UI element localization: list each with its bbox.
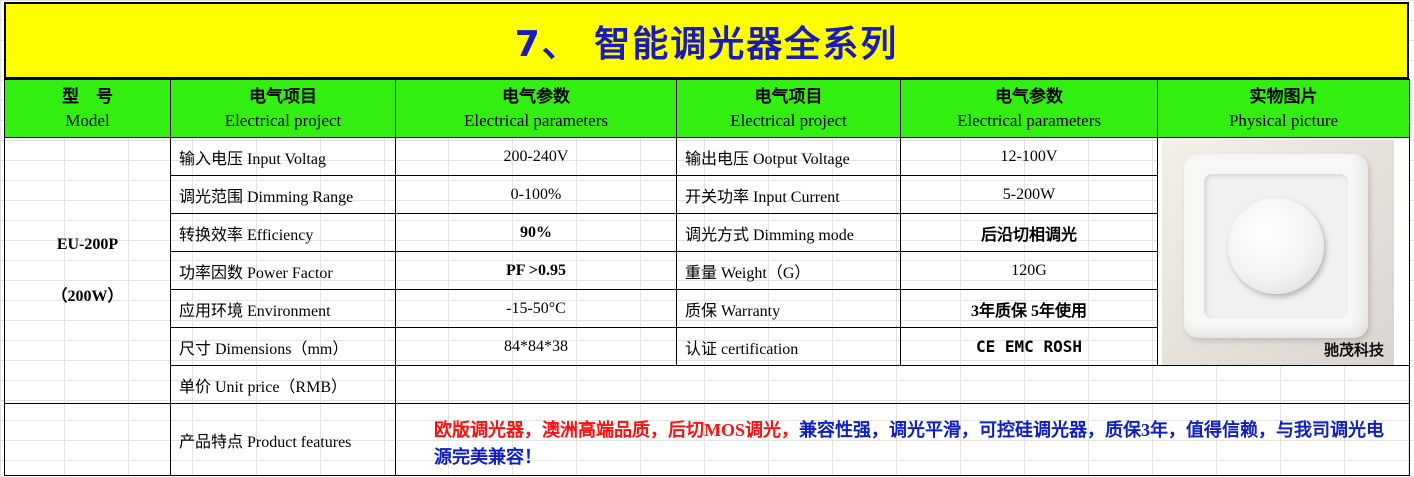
header-electrical-project-2: 电气项目 Electrical project [676, 79, 901, 138]
page-title: 7、 智能调光器全系列 [4, 2, 1409, 79]
param-value: 12-100V [900, 137, 1158, 176]
param-label: 认证 certification [676, 327, 901, 366]
unit-price-label: 单价 Unit price（RMB） [170, 365, 396, 404]
param-label: 开关功率 Input Current [676, 175, 901, 214]
param-value: 3年质保 5年使用 [900, 289, 1158, 328]
model-cell: EU-200P （200W） [4, 137, 171, 404]
model-name: EU-200P [56, 235, 119, 253]
param-value: 200-240V [395, 137, 677, 176]
table-row: 应用环境 Environment -15-50°C 质保 Warranty 3年… [5, 289, 1410, 328]
param-label: 调光范围 Dimming Range [170, 175, 396, 214]
product-sheet: 7、 智能调光器全系列 型 号 Model 电气项目 Electrical proj… [4, 2, 1410, 477]
param-value: 84*84*38 [395, 327, 677, 366]
header-electrical-parameters: 电气参数 Electrical parameters [395, 79, 677, 138]
unit-price-value [395, 365, 1410, 404]
dimmer-knob-icon [1228, 198, 1324, 294]
param-label: 质保 Warranty [676, 289, 901, 328]
features-row: 产品特点 Product features 欧版调光器，澳洲高端品质，后切MOS… [4, 403, 1410, 476]
param-value: 5-200W [900, 175, 1158, 214]
param-value: 120G [900, 251, 1158, 290]
param-value: CE EMC ROSH [900, 327, 1158, 366]
header-physical-picture: 实物图片 Physical picture [1157, 79, 1410, 138]
model-power: （200W） [51, 287, 124, 305]
param-value: -15-50°C [395, 289, 677, 328]
dimmer-photo: 驰茂科技 [1162, 140, 1394, 365]
param-value: 90% [395, 213, 677, 252]
spec-table: 型 号 Model 电气项目 Electrical project 电气参数 Elec… [4, 79, 1410, 476]
table-row: 单价 Unit price（RMB） [5, 365, 1410, 404]
header-electrical-project: 电气项目 Electrical project [170, 79, 396, 138]
features-label: 产品特点 Product features [170, 403, 396, 476]
header-model: 型 号 Model [4, 79, 171, 138]
param-label: 输入电压 Input Voltag [170, 137, 396, 176]
param-value: 后沿切相调光 [900, 213, 1158, 252]
param-label: 调光方式 Dimming mode [676, 213, 901, 252]
features-text-blue: 兼容性强，调光平滑，可控硅调光器，质保3年，值得信赖，与我司调光电源完美兼容！ [434, 419, 1384, 467]
param-label: 应用环境 Environment [170, 289, 396, 328]
param-label: 输出电压 Ootput Voltage [676, 137, 901, 176]
table-row: EU-200P （200W） 输入电压 Input Voltag 200-240… [4, 137, 1410, 404]
model-cell-bottom [4, 403, 171, 476]
switch-plate [1184, 154, 1368, 338]
table-row: 调光范围 Dimming Range 0-100% 开关功率 Input Cur… [5, 175, 1410, 214]
product-photo-cell: 驰茂科技 [1157, 137, 1410, 366]
header-electrical-parameters-2: 电气参数 Electrical parameters [900, 79, 1158, 138]
param-label: 重量 Weight（G） [676, 251, 901, 290]
param-label: 转换效率 Efficiency [170, 213, 396, 252]
features-text-red: 欧版调光器，澳洲高端品质，后切MOS调光， [434, 419, 799, 440]
param-value: 0-100% [395, 175, 677, 214]
param-label: 尺寸 Dimensions（mm） [170, 327, 396, 366]
table-row: 功率因数 Power Factor PF >0.95 重量 Weight（G） … [5, 251, 1410, 290]
header-row: 型 号 Model 电气项目 Electrical project 电气参数 Elec… [4, 79, 1410, 138]
param-label: 功率因数 Power Factor [170, 251, 396, 290]
photo-brand: 驰茂科技 [1323, 341, 1384, 359]
table-row: 尺寸 Dimensions（mm） 84*84*38 认证 certificat… [5, 327, 1410, 366]
table-row: 转换效率 Efficiency 90% 调光方式 Dimming mode 后沿… [5, 213, 1410, 252]
features-cell: 欧版调光器，澳洲高端品质，后切MOS调光，兼容性强，调光平滑，可控硅调光器，质保… [395, 403, 1410, 476]
param-value: PF >0.95 [395, 251, 677, 290]
